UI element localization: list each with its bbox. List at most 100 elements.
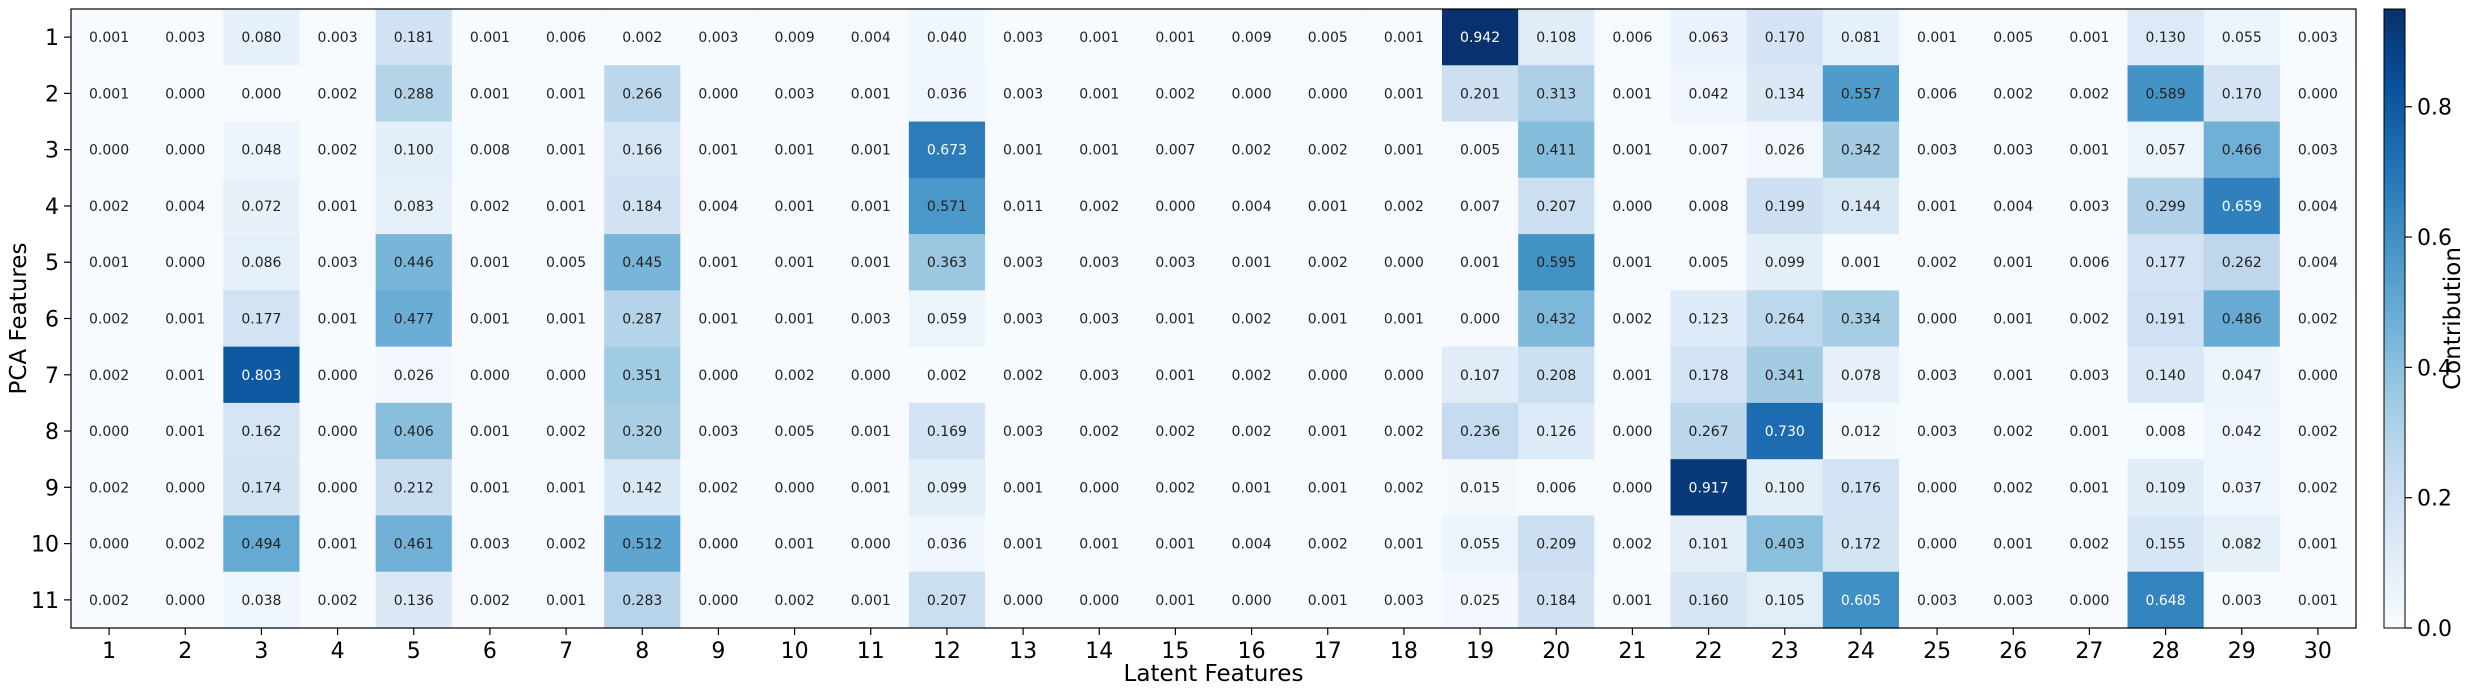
cell-value-label: 0.001: [546, 199, 586, 215]
heatmap-cell: [1975, 515, 2052, 573]
y-tick-label: 10: [31, 533, 59, 558]
cell-value-label: 0.009: [775, 30, 815, 46]
heatmap-cell: [528, 571, 605, 629]
cell-value-label: 0.005: [1993, 30, 2033, 46]
heatmap-cell: [375, 515, 453, 573]
heatmap-cell: [147, 459, 224, 517]
heatmap-cell: [2203, 234, 2281, 291]
heatmap-cell: [451, 177, 529, 235]
x-tick-label: 10: [781, 639, 809, 664]
heatmap-cell: [832, 290, 910, 348]
x-tick-label: 14: [1085, 639, 1113, 664]
heatmap-cell: [375, 402, 453, 460]
cell-value-label: 0.099: [1765, 255, 1805, 271]
cell-value-label: 0.004: [851, 30, 891, 46]
cell-value-label: 0.003: [1993, 593, 2033, 609]
heatmap-cell: [299, 402, 377, 460]
heatmap-cell: [1518, 459, 1595, 517]
heatmap-cell: [985, 290, 1062, 348]
cell-value-label: 0.003: [1003, 424, 1043, 440]
cell-value-label: 0.003: [1917, 368, 1957, 384]
cell-value-label: 0.207: [1536, 199, 1576, 215]
cell-value-label: 0.036: [927, 86, 967, 102]
cell-value-label: 0.001: [1155, 368, 1195, 384]
heatmap-cell: [1975, 121, 2052, 179]
heatmap-cell: [2279, 459, 2357, 517]
heatmap-cell: [1442, 402, 1519, 460]
cell-value-label: 0.432: [1536, 312, 1576, 328]
cell-value-label: 0.001: [1993, 537, 2033, 553]
cell-value-label: 0.002: [318, 593, 358, 609]
heatmap-cell: [1518, 234, 1595, 291]
cell-value-label: 0.000: [165, 255, 205, 271]
heatmap-cell: [1899, 234, 1976, 291]
heatmap-cell: [147, 346, 224, 404]
heatmap-cell: [1670, 346, 1748, 404]
cell-value-label: 0.208: [1536, 368, 1576, 384]
cell-value-label: 0.342: [1841, 143, 1881, 159]
cell-value-label: 0.001: [165, 424, 205, 440]
cell-value-label: 0.002: [89, 593, 129, 609]
cell-value-label: 0.006: [1917, 86, 1957, 102]
cell-value-label: 0.266: [622, 86, 662, 102]
heatmap-cell: [1899, 571, 1976, 629]
colorbar-tick-label: 0.0: [2417, 617, 2452, 642]
cell-value-label: 0.000: [1308, 86, 1348, 102]
heatmap-cell: [1213, 121, 1291, 179]
heatmap-cell: [451, 290, 529, 348]
heatmap-cell: [756, 290, 834, 348]
cell-value-label: 0.000: [89, 424, 129, 440]
cell-value-label: 0.005: [775, 424, 815, 440]
heatmap-cell: [1594, 234, 1672, 291]
x-tick-label: 16: [1238, 639, 1266, 664]
cell-value-label: 0.673: [927, 143, 967, 159]
heatmap-cell: [1670, 515, 1748, 573]
heatmap-cell: [1899, 177, 1976, 235]
cell-value-label: 0.003: [1079, 368, 1119, 384]
cell-value-label: 0.004: [2298, 199, 2338, 215]
cell-value-label: 0.000: [1155, 199, 1195, 215]
heatmap-cell: [1975, 234, 2052, 291]
cell-value-label: 0.004: [165, 199, 205, 215]
cell-value-label: 0.403: [1765, 537, 1805, 553]
y-tick-label: 9: [45, 476, 59, 501]
cell-value-label: 0.001: [1232, 255, 1272, 271]
heatmap-cell: [223, 121, 301, 179]
cell-value-label: 0.036: [927, 537, 967, 553]
cell-value-label: 0.080: [241, 30, 281, 46]
x-tick-label: 30: [2304, 639, 2332, 664]
heatmap-cell: [223, 290, 301, 348]
heatmap-cell: [832, 177, 910, 235]
cell-value-label: 0.001: [1155, 312, 1195, 328]
heatmap-cell: [147, 234, 224, 291]
cell-value-label: 0.003: [698, 424, 738, 440]
cell-value-label: 0.002: [1308, 537, 1348, 553]
heatmap-cell: [1289, 571, 1367, 629]
cell-value-label: 0.160: [1689, 593, 1729, 609]
cell-value-label: 0.002: [1384, 199, 1424, 215]
cell-value-label: 0.512: [622, 537, 662, 553]
heatmap-cell: [528, 9, 605, 66]
cell-value-label: 0.001: [470, 424, 510, 440]
heatmap-cell: [604, 459, 681, 517]
cell-value-label: 0.072: [241, 199, 281, 215]
heatmap-cell: [375, 571, 453, 629]
heatmap-cell: [2127, 121, 2205, 179]
heatmap-cell: [1213, 234, 1291, 291]
heatmap-cell: [680, 571, 758, 629]
colorbar-ticks: 0.0 0.2 0.4 0.6 0.8: [2405, 96, 2452, 642]
cell-value-label: 0.002: [1917, 255, 1957, 271]
x-tick-label: 17: [1314, 639, 1342, 664]
heatmap-cell: [832, 459, 910, 517]
heatmap-cell: [2279, 121, 2357, 179]
cell-value-label: 0.002: [1079, 199, 1119, 215]
cell-value-label: 0.001: [1003, 480, 1043, 496]
cell-value-label: 0.002: [2298, 312, 2338, 328]
heatmap-cell: [1365, 571, 1443, 629]
heatmap-cell: [1822, 402, 1900, 460]
heatmap-cell: [223, 346, 301, 404]
heatmap-cell: [604, 290, 681, 348]
cell-value-label: 0.199: [1765, 199, 1805, 215]
heatmap-cell: [1975, 571, 2052, 629]
cell-value-label: 0.003: [2069, 199, 2109, 215]
